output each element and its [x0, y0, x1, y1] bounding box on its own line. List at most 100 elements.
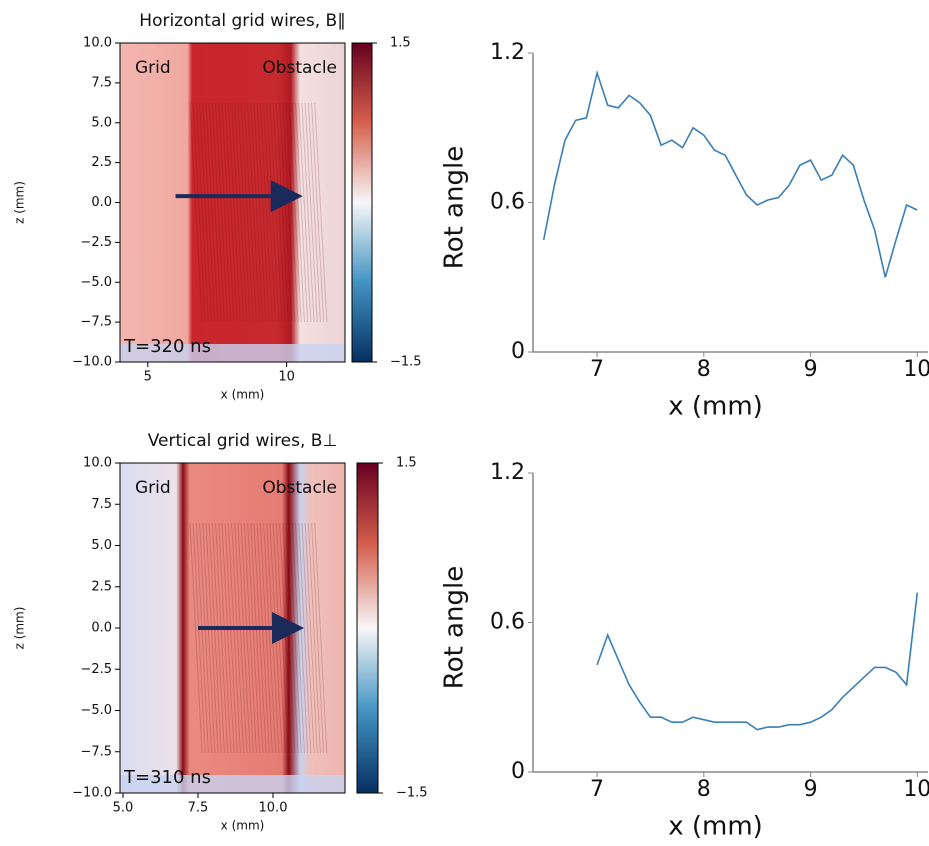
texture — [221, 102, 235, 323]
texture — [279, 102, 293, 323]
texture — [231, 102, 245, 323]
texture — [269, 102, 283, 323]
x-tick-label: 8 — [697, 777, 711, 802]
colorbar-tick-label: 1.5 — [390, 36, 411, 51]
texture — [291, 102, 305, 323]
y-tick-label: 0 — [511, 759, 525, 784]
texture — [218, 522, 232, 754]
y-tick-label: 10.0 — [83, 36, 112, 51]
texture — [295, 102, 309, 323]
y-tick-label: 1.2 — [490, 40, 525, 65]
texture — [314, 102, 328, 323]
annotation: Obstacle — [262, 478, 337, 498]
y-tick-label: 0.6 — [490, 190, 525, 215]
annotation: T=310 ns — [123, 767, 211, 788]
y-axis-label: Rot angle — [440, 146, 470, 269]
x-axis-label: x (mm) — [221, 388, 265, 402]
panel-title: Horizontal grid wires, B∥ — [139, 11, 345, 31]
texture — [234, 522, 248, 754]
colorbar — [351, 42, 373, 363]
texture — [307, 102, 321, 323]
y-tick-label: 5.0 — [91, 538, 112, 553]
y-tick-label: 2.5 — [91, 579, 112, 594]
annotation: T=320 ns — [123, 336, 211, 357]
texture — [298, 102, 312, 323]
y-tick-label: −2.5 — [80, 662, 112, 677]
texture — [237, 522, 251, 754]
texture — [237, 102, 251, 323]
texture — [285, 102, 299, 323]
y-tick-label: 2.5 — [91, 155, 112, 170]
x-tick-label: 10 — [903, 357, 929, 382]
texture — [189, 102, 203, 323]
texture — [250, 522, 264, 754]
texture — [243, 102, 257, 323]
texture — [288, 102, 302, 323]
x-tick-label: 10.0 — [259, 801, 288, 816]
y-tick-label: −5.0 — [80, 703, 112, 718]
texture — [272, 102, 286, 323]
texture — [301, 102, 315, 323]
y-tick-label: 7.5 — [91, 497, 112, 512]
texture — [259, 102, 273, 323]
x-tick-label: 9 — [804, 777, 818, 802]
texture — [195, 102, 209, 323]
texture — [205, 102, 219, 323]
texture — [195, 522, 209, 754]
data-line — [596, 592, 919, 731]
annotation: Grid — [135, 478, 171, 498]
texture — [215, 102, 229, 323]
y-tick-label: 0.0 — [91, 195, 112, 210]
y-tick-label: −5.0 — [80, 275, 112, 290]
x-tick-label: 7 — [590, 777, 604, 802]
texture — [243, 522, 257, 754]
panel-title: Vertical grid wires, B⊥ — [148, 431, 338, 451]
texture — [304, 102, 318, 323]
y-tick-label: −10.0 — [72, 786, 112, 801]
texture — [192, 102, 206, 323]
bottom-band — [120, 344, 345, 362]
x-tick-label: 9 — [804, 357, 818, 382]
colorbar-tick-label: −1.5 — [396, 786, 428, 801]
texture — [304, 522, 318, 754]
texture — [199, 522, 213, 754]
texture — [256, 102, 270, 323]
texture — [307, 522, 321, 754]
bottom-band — [120, 775, 345, 793]
texture — [314, 522, 328, 754]
texture — [224, 102, 238, 323]
y-tick-label: 7.5 — [91, 75, 112, 90]
y-tick-label: 1.2 — [490, 460, 525, 485]
texture — [231, 522, 245, 754]
texture — [253, 102, 267, 323]
y-axis-label: z (mm) — [13, 607, 27, 650]
y-tick-label: 0.6 — [490, 610, 525, 635]
y-tick-label: −10.0 — [72, 355, 112, 370]
texture — [189, 522, 203, 754]
y-tick-label: −7.5 — [80, 744, 112, 759]
y-tick-label: −2.5 — [80, 235, 112, 250]
y-tick-label: 5.0 — [91, 115, 112, 130]
annotation: Obstacle — [262, 58, 337, 78]
texture — [199, 102, 213, 323]
texture — [247, 522, 261, 754]
texture — [211, 522, 225, 754]
texture — [208, 522, 222, 754]
x-tick-label: 7 — [590, 357, 604, 382]
texture — [211, 102, 225, 323]
texture — [224, 522, 238, 754]
texture — [227, 102, 241, 323]
texture — [311, 102, 325, 323]
texture — [192, 522, 206, 754]
x-tick-label: 10 — [903, 777, 929, 802]
texture — [275, 102, 289, 323]
texture — [240, 102, 254, 323]
texture — [202, 102, 216, 323]
texture — [253, 522, 267, 754]
texture — [266, 102, 280, 323]
texture — [218, 102, 232, 323]
y-tick-label: −7.5 — [80, 315, 112, 330]
x-axis-label: x (mm) — [668, 812, 763, 842]
texture — [301, 522, 315, 754]
texture — [221, 522, 235, 754]
